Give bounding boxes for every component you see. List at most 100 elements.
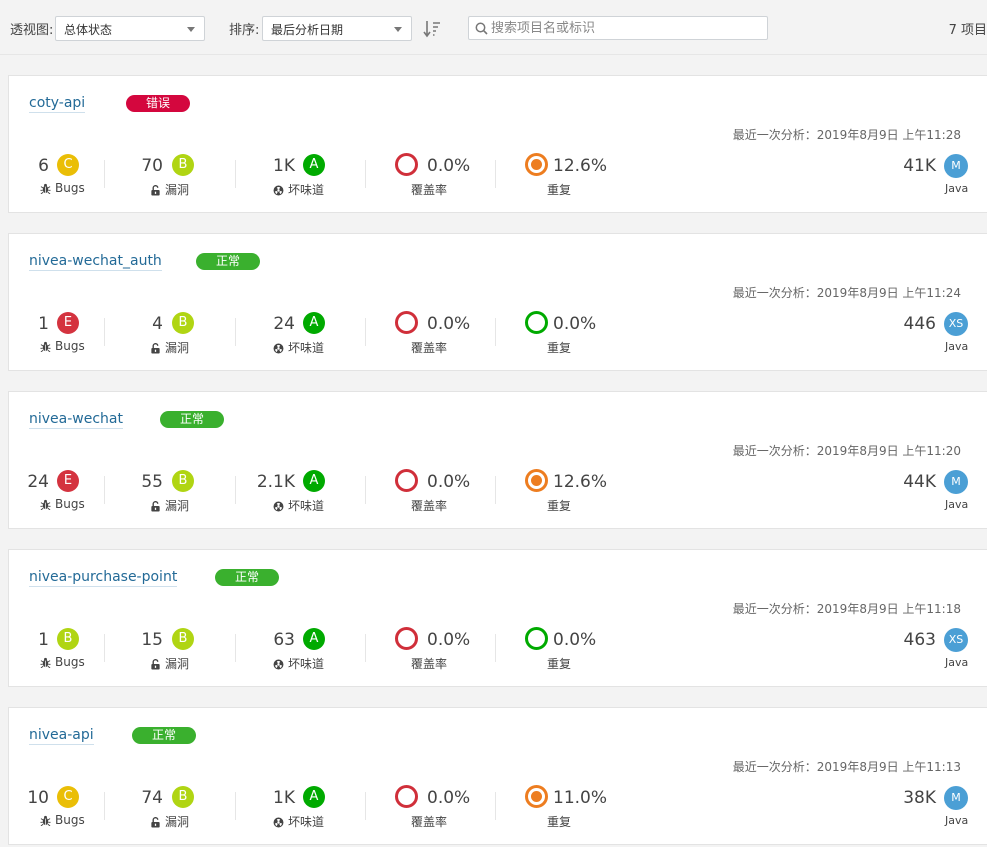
coverage-donut-icon xyxy=(395,469,418,492)
code-smells-metric[interactable]: 1K xyxy=(239,786,295,810)
size-value: 463 xyxy=(903,630,936,650)
vulnerabilities-value: 55 xyxy=(141,472,163,492)
duplications-label: 重复 xyxy=(547,657,572,671)
project-name-link[interactable]: coty-api xyxy=(29,95,86,113)
code-smells-value: 63 xyxy=(273,630,295,650)
code-smells-metric[interactable]: 1K xyxy=(239,154,295,178)
sort-select[interactable]: 最后分析日期 xyxy=(262,16,412,41)
size-metric: 446 xyxy=(869,312,936,336)
project-name-link[interactable]: nivea-purchase-point xyxy=(29,569,178,587)
coverage-value[interactable]: 0.0% xyxy=(427,314,471,334)
coverage-label: 覆盖率 xyxy=(411,815,448,829)
vulnerabilities-metric[interactable]: 55 xyxy=(109,470,163,494)
code-smells-rating[interactable]: A xyxy=(303,312,325,334)
bugs-label: Bugs xyxy=(40,497,85,511)
vulnerabilities-rating[interactable]: B xyxy=(172,628,194,650)
perspective-select[interactable]: 总体状态 xyxy=(55,16,205,41)
duplications-donut-icon xyxy=(525,311,548,334)
unlock-icon xyxy=(151,817,160,828)
code-smells-label: 坏味道 xyxy=(273,497,324,514)
search-input[interactable] xyxy=(491,19,761,37)
vulnerabilities-value: 15 xyxy=(141,630,163,650)
code-smell-icon xyxy=(273,817,284,828)
project-card: nivea-api 正常 最近一次分析：2019年8月9日 上午11:13 10… xyxy=(8,707,987,845)
code-smells-label: 坏味道 xyxy=(273,655,324,672)
code-smells-rating[interactable]: A xyxy=(303,154,325,176)
duplications-value[interactable]: 0.0% xyxy=(553,630,597,650)
coverage-donut-icon xyxy=(395,785,418,808)
divider xyxy=(365,318,366,346)
duplications-label: 重复 xyxy=(547,815,572,829)
code-smells-rating[interactable]: A xyxy=(303,470,325,492)
code-smells-rating[interactable]: A xyxy=(303,786,325,808)
sort-direction-icon[interactable] xyxy=(422,19,442,39)
bugs-label: Bugs xyxy=(40,181,85,195)
project-name-link[interactable]: nivea-api xyxy=(29,727,94,745)
duplications-value[interactable]: 0.0% xyxy=(553,314,597,334)
vulnerabilities-label: 漏洞 xyxy=(150,813,189,830)
project-count: 7 项目 xyxy=(948,23,987,38)
vulnerabilities-rating[interactable]: B xyxy=(172,786,194,808)
unlock-icon xyxy=(151,659,160,670)
size-metric: 463 xyxy=(869,628,936,652)
coverage-value[interactable]: 0.0% xyxy=(427,156,471,176)
vulnerabilities-rating[interactable]: B xyxy=(172,154,194,176)
bugs-value: 1 xyxy=(38,630,49,650)
bugs-rating[interactable]: E xyxy=(57,470,79,492)
vulnerabilities-label: 漏洞 xyxy=(150,339,189,356)
last-analysis-date: 最近一次分析：2019年8月9日 上午11:24 xyxy=(732,286,961,300)
coverage-donut-icon xyxy=(395,627,418,650)
bugs-value: 6 xyxy=(38,156,49,176)
duplications-value[interactable]: 12.6% xyxy=(553,472,608,492)
bug-icon xyxy=(40,499,51,511)
vulnerabilities-rating[interactable]: B xyxy=(172,312,194,334)
code-smells-rating[interactable]: A xyxy=(303,628,325,650)
code-smells-value: 1K xyxy=(273,788,295,808)
last-analysis-date: 最近一次分析：2019年8月9日 上午11:28 xyxy=(732,128,961,142)
coverage-label: 覆盖率 xyxy=(411,499,448,513)
bugs-rating[interactable]: E xyxy=(57,312,79,334)
vulnerabilities-metric[interactable]: 74 xyxy=(109,786,163,810)
project-name-link[interactable]: nivea-wechat_auth xyxy=(29,253,162,271)
duplications-value[interactable]: 11.0% xyxy=(553,788,608,808)
bugs-metric[interactable]: 10 xyxy=(9,786,49,810)
coverage-value[interactable]: 0.0% xyxy=(427,788,471,808)
language-label: Java xyxy=(945,340,969,353)
duplications-value[interactable]: 12.6% xyxy=(553,156,608,176)
divider xyxy=(365,634,366,662)
unlock-icon xyxy=(151,343,160,354)
divider xyxy=(104,318,105,346)
bugs-metric[interactable]: 24 xyxy=(9,470,49,494)
bugs-rating[interactable]: C xyxy=(57,786,79,808)
size-rating-badge: M xyxy=(944,786,968,810)
coverage-label: 覆盖率 xyxy=(411,657,448,671)
coverage-value[interactable]: 0.0% xyxy=(427,472,471,492)
bugs-metric[interactable]: 1 xyxy=(9,628,49,652)
code-smells-metric[interactable]: 2.1K xyxy=(239,470,295,494)
bugs-value: 1 xyxy=(38,314,49,334)
divider xyxy=(495,476,496,504)
search-box[interactable] xyxy=(468,16,768,40)
bugs-rating[interactable]: B xyxy=(57,628,79,650)
divider xyxy=(495,318,496,346)
code-smells-metric[interactable]: 24 xyxy=(239,312,295,336)
bugs-rating[interactable]: C xyxy=(57,154,79,176)
code-smells-metric[interactable]: 63 xyxy=(239,628,295,652)
divider xyxy=(365,160,366,188)
coverage-value[interactable]: 0.0% xyxy=(427,630,471,650)
code-smells-label: 坏味道 xyxy=(273,339,324,356)
bugs-metric[interactable]: 6 xyxy=(9,154,49,178)
project-name-link[interactable]: nivea-wechat xyxy=(29,411,123,429)
vulnerabilities-rating[interactable]: B xyxy=(172,470,194,492)
bug-icon xyxy=(40,183,51,195)
vulnerabilities-metric[interactable]: 15 xyxy=(109,628,163,652)
coverage-donut-icon xyxy=(395,153,418,176)
project-card: nivea-wechat 正常 最近一次分析：2019年8月9日 上午11:20… xyxy=(8,391,987,529)
bugs-label: Bugs xyxy=(40,813,85,827)
vulnerabilities-label: 漏洞 xyxy=(150,181,189,198)
last-analysis-date: 最近一次分析：2019年8月9日 上午11:13 xyxy=(732,760,961,774)
code-smell-icon xyxy=(273,659,284,670)
vulnerabilities-metric[interactable]: 70 xyxy=(109,154,163,178)
bugs-metric[interactable]: 1 xyxy=(9,312,49,336)
vulnerabilities-metric[interactable]: 4 xyxy=(109,312,163,336)
